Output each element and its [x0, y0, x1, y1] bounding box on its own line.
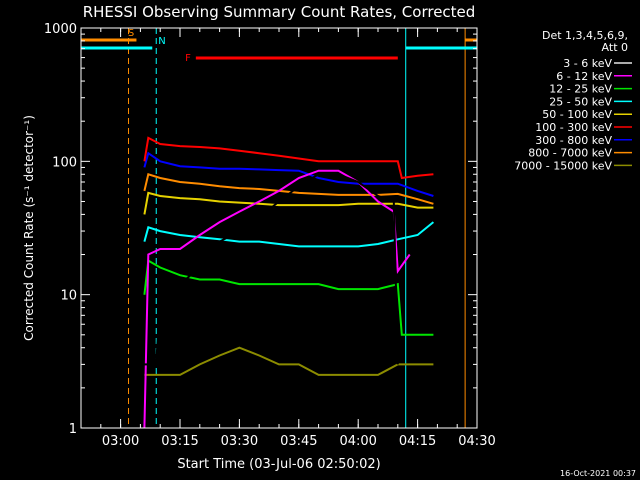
legend-label: 300 - 800 keV [535, 134, 612, 147]
y-tick-label: 1 [69, 422, 77, 437]
legend-label: 7000 - 15000 keV [514, 159, 612, 172]
x-tick-label: 03:30 [221, 434, 258, 449]
flag-label-S: S [128, 28, 134, 39]
timestamp: 16-Oct-2021 00:37 [560, 469, 636, 478]
series-line-1 [143, 169, 411, 429]
plot-area: S N F 1 10 100 1000 03:00 03:15 03:30 03:45 04:00 04… [44, 22, 496, 449]
series-line-2 [143, 258, 434, 336]
series-line-3 [143, 221, 435, 248]
y-tick-label: 10 [60, 289, 77, 304]
y-tick-label: 100 [52, 155, 77, 170]
legend-label: 100 - 300 keV [535, 121, 612, 134]
x-tick-label: 04:30 [458, 434, 495, 449]
legend-label: 25 - 50 keV [549, 95, 612, 108]
legend-header: Att 0 [602, 41, 628, 54]
legend-label: 800 - 7000 keV [528, 147, 612, 160]
series-line-0 [144, 173, 399, 366]
x-tick-label: 04:00 [339, 434, 376, 449]
x-tick-label: 04:15 [399, 434, 436, 449]
x-tick-label: 03:00 [102, 434, 139, 449]
legend-header: Det 1,3,4,5,6,9, [542, 29, 628, 42]
legend-label: 3 - 6 keV [563, 57, 612, 70]
x-tick-label: 03:45 [280, 434, 317, 449]
x-tick-label: 03:15 [161, 434, 198, 449]
flag-label-N: N [158, 36, 165, 47]
legend-label: 50 - 100 keV [542, 108, 612, 121]
legend-label: 6 - 12 keV [556, 70, 612, 83]
y-axis-label: Corrected Count Rate (s⁻¹ detector⁻¹) [22, 115, 36, 341]
chart-title: RHESSI Observing Summary Count Rates, Co… [83, 3, 476, 21]
legend-label: 12 - 25 keV [549, 83, 612, 96]
series-line-5 [143, 136, 434, 180]
series-line-6 [143, 151, 434, 197]
series-line-8 [144, 346, 434, 376]
y-tick-label: 1000 [44, 22, 77, 37]
series-line-4 [143, 191, 434, 215]
x-axis-label: Start Time (03-Jul-06 02:50:02) [177, 457, 380, 472]
flag-label-F: F [185, 53, 191, 64]
